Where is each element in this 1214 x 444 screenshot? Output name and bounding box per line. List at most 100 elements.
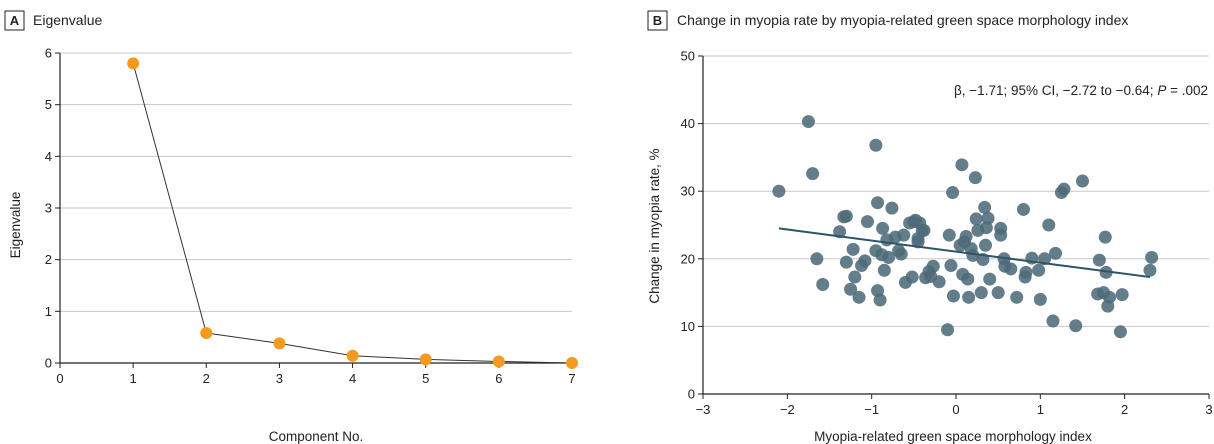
eigenvalue-point <box>492 355 505 368</box>
myopia-point <box>1049 246 1063 260</box>
eigenvalue-line <box>132 63 573 364</box>
myopia-point <box>994 228 1008 242</box>
myopia-point <box>1016 202 1030 216</box>
myopia-point <box>1033 292 1047 306</box>
myopia-point <box>1145 250 1159 264</box>
myopia-point <box>810 252 824 266</box>
myopia-point <box>1113 325 1127 339</box>
myopia-point <box>983 272 997 286</box>
myopia-point <box>944 259 958 273</box>
myopia-x-tick-label: 0 <box>952 402 959 417</box>
myopia-point <box>961 272 975 286</box>
myopia-point <box>846 242 860 256</box>
myopia-point <box>882 250 896 264</box>
myopia-point <box>1092 253 1106 267</box>
myopia-point <box>941 323 955 337</box>
myopia-point <box>1143 263 1157 277</box>
myopia-point <box>981 211 995 225</box>
panel-a-title: Eigenvalue <box>33 12 102 28</box>
myopia-point <box>932 275 946 289</box>
eigenvalue-point <box>200 327 213 340</box>
eigenvalue-point <box>419 353 432 366</box>
myopia-axes <box>702 56 1209 395</box>
myopia-point <box>816 277 830 291</box>
eigenvalue-x-tick-label: 1 <box>130 371 137 386</box>
myopia-point <box>974 286 988 300</box>
myopia-point <box>839 255 853 269</box>
myopia-gridlines <box>703 55 1209 327</box>
myopia-point <box>1057 182 1071 196</box>
myopia-points <box>772 115 1159 339</box>
panel-b-title: Change in myopia rate by myopia-related … <box>677 12 1128 28</box>
myopia-y-tick-label: 30 <box>681 184 695 199</box>
eigenvalue-y-tick-label: 1 <box>45 304 52 319</box>
myopia-point <box>852 290 866 304</box>
myopia-annotation-prefix: β, −1.71; 95% CI, −2.72 to −0.64; <box>954 83 1157 98</box>
eigenvalue-y-tick-label: 5 <box>45 97 52 112</box>
eigenvalue-y-axis-label: Eigenvalue <box>8 192 23 259</box>
myopia-x-tick-label: 2 <box>1121 402 1128 417</box>
eigenvalue-x-tick-label: 4 <box>349 371 356 386</box>
myopia-point <box>1046 314 1060 328</box>
eigenvalue-point <box>346 349 359 362</box>
myopia-y-tick-label: 40 <box>681 116 695 131</box>
myopia-point <box>1098 230 1112 244</box>
myopia-point <box>858 254 872 268</box>
eigenvalue-point <box>566 357 578 369</box>
myopia-y-ticks: 0 10 20 30 40 50 <box>681 49 703 402</box>
eigenvalue-points <box>127 57 578 369</box>
myopia-point <box>1102 290 1116 304</box>
myopia-x-tick-label: −3 <box>696 402 711 417</box>
myopia-y-axis-label: Change in myopia rate, % <box>647 148 662 303</box>
panel-b-letter: B <box>653 13 662 28</box>
myopia-regression-line <box>778 227 1151 279</box>
myopia-point <box>1042 218 1056 232</box>
myopia-point <box>885 201 899 215</box>
myopia-point <box>1069 319 1083 333</box>
myopia-point <box>839 209 853 223</box>
myopia-point <box>1032 263 1046 277</box>
eigenvalue-x-axis-label: Component No. <box>269 429 364 444</box>
myopia-point <box>871 196 885 210</box>
myopia-point <box>917 223 931 237</box>
eigenvalue-x-tick-label: 0 <box>56 371 63 386</box>
myopia-point <box>876 221 890 235</box>
myopia-y-tick-label: 10 <box>681 319 695 334</box>
myopia-point <box>1019 265 1033 279</box>
myopia-point <box>955 158 969 172</box>
myopia-chart: −3 −2 −1 0 1 2 3 0 10 20 30 40 50 β, −1.71; 95% CI,… <box>647 49 1213 444</box>
eigenvalue-x-tick-label: 2 <box>203 371 210 386</box>
eigenvalue-y-tick-label: 4 <box>45 149 52 164</box>
eigenvalue-y-ticks: 0 1 2 3 4 5 6 <box>45 46 60 371</box>
myopia-point <box>962 290 976 304</box>
panel-a-letter: A <box>10 13 20 28</box>
myopia-x-tick-label: 3 <box>1205 402 1212 417</box>
myopia-point <box>905 270 919 284</box>
myopia-point <box>959 229 973 243</box>
myopia-point <box>978 200 992 214</box>
myopia-regression <box>778 227 1151 279</box>
myopia-point <box>1115 288 1129 302</box>
eigenvalue-y-tick-label: 0 <box>45 356 52 371</box>
myopia-point <box>966 248 980 262</box>
eigenvalue-x-tick-label: 5 <box>422 371 429 386</box>
myopia-y-tick-label: 0 <box>688 387 695 402</box>
myopia-point <box>942 228 956 242</box>
eigenvalue-gridlines <box>60 52 572 312</box>
panel-a-header: A Eigenvalue <box>4 10 102 31</box>
myopia-y-tick-label: 20 <box>681 251 695 266</box>
myopia-annotation-p: P <box>1157 83 1166 98</box>
myopia-x-ticks: −3 −2 −1 0 1 2 3 <box>696 394 1213 417</box>
myopia-point <box>848 270 862 284</box>
myopia-point <box>991 286 1005 300</box>
eigenvalue-point <box>273 337 286 350</box>
eigenvalue-x-tick-label: 3 <box>276 371 283 386</box>
myopia-point <box>873 293 887 307</box>
eigenvalue-point <box>127 57 140 70</box>
panel-b-header: B Change in myopia rate by myopia-relate… <box>647 10 1128 31</box>
myopia-point <box>1099 265 1113 279</box>
myopia-point <box>894 247 908 261</box>
myopia-point <box>946 289 960 303</box>
myopia-point <box>772 184 786 198</box>
